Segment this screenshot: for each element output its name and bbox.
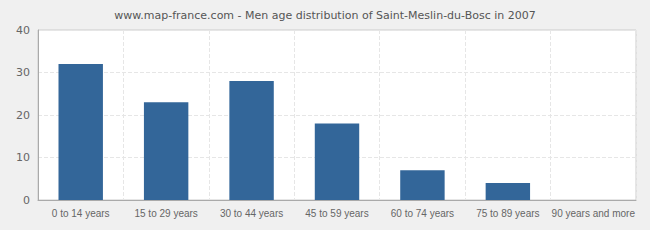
svg-text:15 to 29 years: 15 to 29 years [134,208,197,219]
svg-text:30 to 44 years: 30 to 44 years [220,208,283,219]
svg-text:0 to 14 years: 0 to 14 years [52,208,110,219]
svg-text:75 to 89 years: 75 to 89 years [476,208,539,219]
svg-text:45 to 59 years: 45 to 59 years [305,208,368,219]
svg-text:90 years and more: 90 years and more [552,208,636,219]
svg-text:30: 30 [16,66,30,79]
svg-text:10: 10 [16,151,30,164]
svg-text:60 to 74 years: 60 to 74 years [391,208,454,219]
svg-text:40: 40 [16,24,30,37]
svg-text:www.map-france.com - Men age d: www.map-france.com - Men age distributio… [114,9,535,22]
svg-text:20: 20 [16,109,30,122]
svg-text:0: 0 [23,194,30,207]
